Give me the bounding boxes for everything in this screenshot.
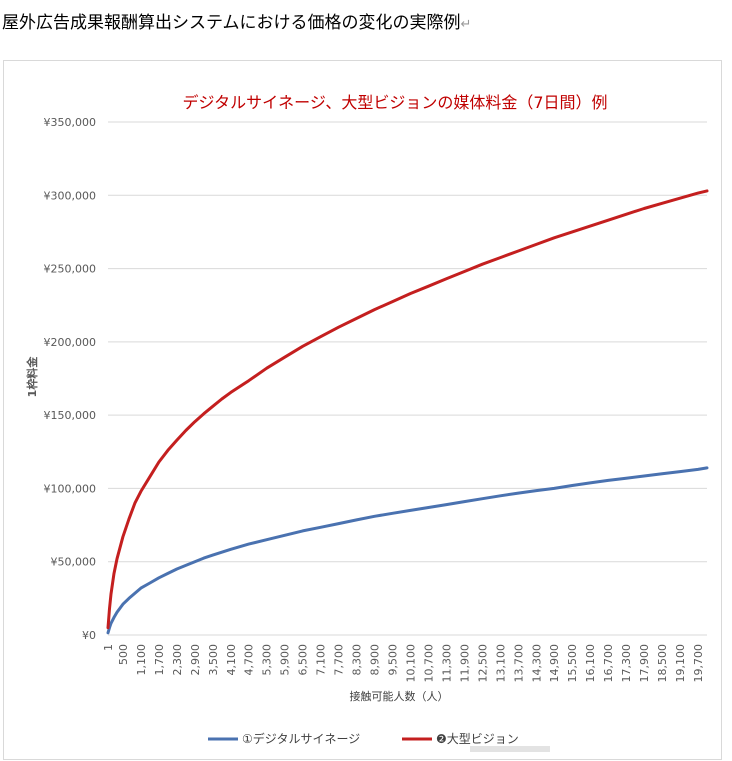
x-tick-label: 2,900 — [189, 644, 202, 676]
y-axis-tick-labels: ¥0 ¥50,000 ¥100,000 ¥150,000 ¥200,000 ¥250,00… — [44, 116, 97, 642]
y-tick-label: ¥0 — [82, 629, 96, 642]
x-tick-label: 1,700 — [153, 644, 166, 676]
x-tick-label: 8,300 — [351, 644, 364, 676]
document-title: 屋外広告成果報酬算出システムにおける価格の変化の実際例↵ — [2, 8, 471, 33]
x-tick-label: 19,100 — [674, 644, 687, 683]
y-tick-label: ¥50,000 — [51, 556, 97, 569]
x-tick-label: 3,500 — [207, 644, 220, 676]
x-tick-label: 10,700 — [422, 644, 435, 683]
x-tick-label: 6,500 — [297, 644, 310, 676]
x-tick-label: 18,500 — [656, 644, 669, 683]
x-tick-label: 8,900 — [369, 644, 382, 676]
x-axis-label: 接触可能人数（人） — [350, 689, 449, 703]
x-tick-label: 13,100 — [494, 644, 507, 683]
document-title-text: 屋外広告成果報酬算出システムにおける価格の変化の実際例 — [2, 13, 461, 33]
x-tick-label: 12,500 — [476, 644, 489, 683]
x-tick-label: 4,100 — [225, 644, 238, 676]
paragraph-mark: ↵ — [460, 17, 472, 32]
y-axis-label: 1枠料金 — [25, 356, 39, 398]
x-tick-label: 17,900 — [638, 644, 651, 683]
x-tick-label: 15,500 — [566, 644, 579, 683]
x-tick-label: 2,300 — [171, 644, 184, 676]
y-tick-label: ¥100,000 — [44, 482, 97, 495]
series-lines — [106, 189, 709, 635]
x-tick-label: 14,300 — [530, 644, 543, 683]
x-tick-label: 500 — [117, 644, 130, 665]
x-tick-label: 19,700 — [692, 644, 705, 683]
x-tick-label: 1 — [102, 644, 115, 651]
x-tick-label: 5,300 — [261, 644, 274, 676]
legend-label: ①デジタルサイネージ — [242, 731, 360, 746]
line-chart: ¥0 ¥50,000 ¥100,000 ¥150,000 ¥200,000 ¥250,00… — [25, 93, 709, 746]
chart-frame[interactable]: ¥0 ¥50,000 ¥100,000 ¥150,000 ¥200,000 ¥250,00… — [3, 60, 722, 760]
chart-title: デジタルサイネージ、大型ビジョンの媒体料金（7日間）例 — [182, 93, 607, 112]
x-tick-label: 16,100 — [584, 644, 597, 683]
horizontal-scrollbar[interactable] — [470, 746, 550, 752]
y-tick-label: ¥150,000 — [44, 409, 97, 422]
x-tick-label: 17,300 — [620, 644, 633, 683]
x-tick-label: 11,900 — [458, 644, 471, 683]
x-tick-label: 11,300 — [440, 644, 453, 683]
y-tick-label: ¥300,000 — [44, 189, 97, 202]
series-line-1 — [106, 466, 709, 635]
y-tick-label: ¥250,000 — [44, 263, 97, 276]
x-tick-label: 13,700 — [512, 644, 525, 683]
x-axis-tick-labels: 1 500 1,100 1,700 2,300 2,900 3,500 4,100 4,700 5… — [102, 644, 705, 683]
x-tick-label: 7,700 — [333, 644, 346, 676]
x-tick-label: 9,500 — [387, 644, 400, 676]
x-tick-label: 1,100 — [135, 644, 148, 676]
y-tick-label: ¥350,000 — [44, 116, 97, 129]
x-tick-label: 10,100 — [404, 644, 417, 683]
legend: ①デジタルサイネージ ❷大型ビジョン — [208, 731, 519, 746]
x-tick-label: 16,700 — [602, 644, 615, 683]
x-tick-label: 14,900 — [548, 644, 561, 683]
series-line-2 — [106, 189, 709, 630]
x-tick-label: 4,700 — [243, 644, 256, 676]
y-tick-label: ¥200,000 — [44, 336, 97, 349]
x-tick-label: 5,900 — [279, 644, 292, 676]
x-tick-label: 7,100 — [315, 644, 328, 676]
gridlines — [108, 121, 707, 636]
legend-label: ❷大型ビジョン — [436, 732, 519, 746]
